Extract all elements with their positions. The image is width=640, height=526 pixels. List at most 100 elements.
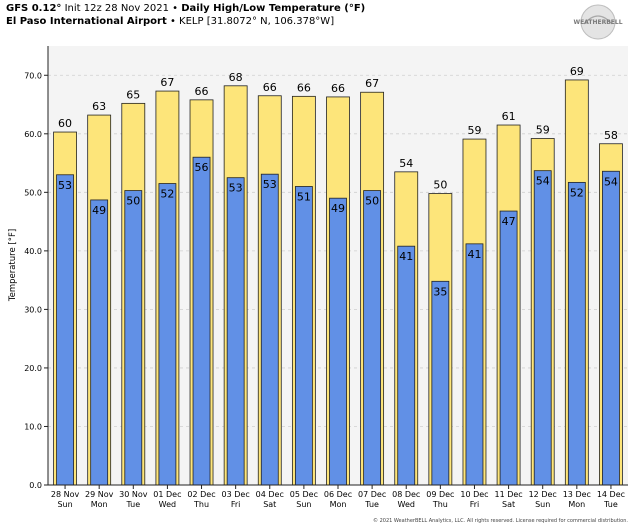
high-value-label: 66 [297,81,311,94]
y-tick-label: 70.0 [24,71,42,80]
low-bar [602,170,620,486]
chart-header-line1: GFS 0.12° Init 12z 28 Nov 2021 • Daily H… [6,3,365,15]
x-tick-day: Mon [330,500,347,509]
low-bar [192,156,211,486]
low-bar [363,190,382,486]
y-tick-label: 60.0 [24,130,42,139]
high-value-label: 66 [331,82,345,95]
x-tick-day: Fri [470,500,480,509]
y-tick-label: 0.0 [29,481,42,490]
x-tick-date: 13 Dec [563,490,591,499]
low-value-label: 41 [467,248,481,261]
high-value-label: 66 [195,85,209,98]
x-tick-date: 01 Dec [153,490,181,499]
low-value-label: 49 [92,204,106,217]
x-tick-date: 05 Dec [290,490,318,499]
high-value-label: 50 [433,179,447,192]
low-bar [158,183,177,486]
high-value-label: 67 [160,76,174,89]
low-value-label: 50 [126,195,140,208]
header-separator-2: • [169,16,176,27]
x-tick-day: Tue [603,500,618,509]
y-axis-label: Temperature [°F] [8,229,18,302]
x-tick-day: Sat [502,500,515,509]
low-bar [56,174,74,486]
high-value-label: 54 [399,157,413,170]
x-tick-date: 04 Dec [256,490,284,499]
x-tick-date: 02 Dec [187,490,215,499]
high-value-label: 61 [502,110,516,123]
low-bar [431,280,450,486]
low-value-label: 35 [433,285,447,298]
low-bar [294,186,313,486]
weatherbell-logo: WEATHERBELL [573,4,623,40]
x-tick-day: Fri [231,500,241,509]
high-value-label: 58 [604,129,618,142]
y-axis-ticks: 0.0 10.0 20.0 30.0 40.0 50.0 60.0 70.0 [24,71,48,490]
x-tick-day: Sun [57,500,72,509]
x-tick-day: Sun [535,500,550,509]
init-time: Init 12z 28 Nov 2021 [64,3,169,14]
x-tick-date: 03 Dec [222,490,250,499]
low-bar [465,243,484,486]
y-tick-label: 20.0 [24,364,42,373]
high-value-label: 60 [58,117,72,130]
x-tick-date: 28 Nov [51,490,80,499]
low-value-label: 54 [536,175,550,188]
x-tick-day: Tue [364,500,379,509]
y-tick-label: 30.0 [24,305,42,314]
low-value-label: 52 [570,186,584,199]
low-value-label: 53 [263,178,277,191]
x-tick-date: 07 Dec [358,490,386,499]
low-bar [329,197,347,486]
low-value-label: 47 [502,215,516,228]
low-bar [260,173,279,486]
x-tick-day: Tue [125,500,140,509]
x-tick-date: 11 Dec [494,490,522,499]
low-bar [397,245,416,486]
bar-series [53,79,623,486]
station-code: KELP [31.8072° N, 106.378°W] [179,16,335,27]
low-value-label: 51 [297,190,311,203]
high-value-label: 59 [467,124,481,137]
low-value-label: 49 [331,202,345,215]
x-tick-date: 12 Dec [529,490,557,499]
low-value-label: 41 [399,250,413,263]
x-tick-date: 06 Dec [324,490,352,499]
x-tick-day: Thu [432,500,448,509]
x-tick-day: Sat [263,500,276,509]
x-tick-date: 08 Dec [392,490,420,499]
low-value-label: 53 [229,182,243,195]
y-tick-label: 40.0 [24,247,42,256]
x-tick-day: Wed [398,500,415,509]
high-value-label: 68 [229,71,243,84]
low-value-label: 56 [195,161,209,174]
y-tick-label: 10.0 [24,422,42,431]
low-value-label: 52 [160,188,174,201]
model-name: GFS 0.12° [6,3,62,14]
x-tick-date: 10 Dec [460,490,488,499]
x-tick-day: Wed [159,500,176,509]
x-tick-date: 14 Dec [597,490,625,499]
header-separator: • [172,3,179,14]
product-title: Daily High/Low Temperature (°F) [181,3,366,14]
x-tick-day: Sun [296,500,311,509]
chart-header-line2: El Paso International Airport • KELP [31… [6,16,334,28]
low-bar [567,181,586,486]
low-bar [226,177,245,486]
x-tick-date: 29 Nov [85,490,114,499]
x-tick-date: 30 Nov [119,490,148,499]
copyright-notice: © 2021 WeatherBELL Analytics, LLC. All r… [373,518,628,524]
station-name: El Paso International Airport [6,16,167,27]
high-value-label: 59 [536,123,550,136]
x-tick-day: Mon [568,500,585,509]
high-value-label: 69 [570,65,584,78]
high-value-label: 67 [365,77,379,90]
low-bar [499,210,518,486]
high-value-label: 66 [263,81,277,94]
y-tick-label: 50.0 [24,188,42,197]
logo-text: WEATHERBELL [573,19,622,26]
high-value-label: 65 [126,88,140,101]
